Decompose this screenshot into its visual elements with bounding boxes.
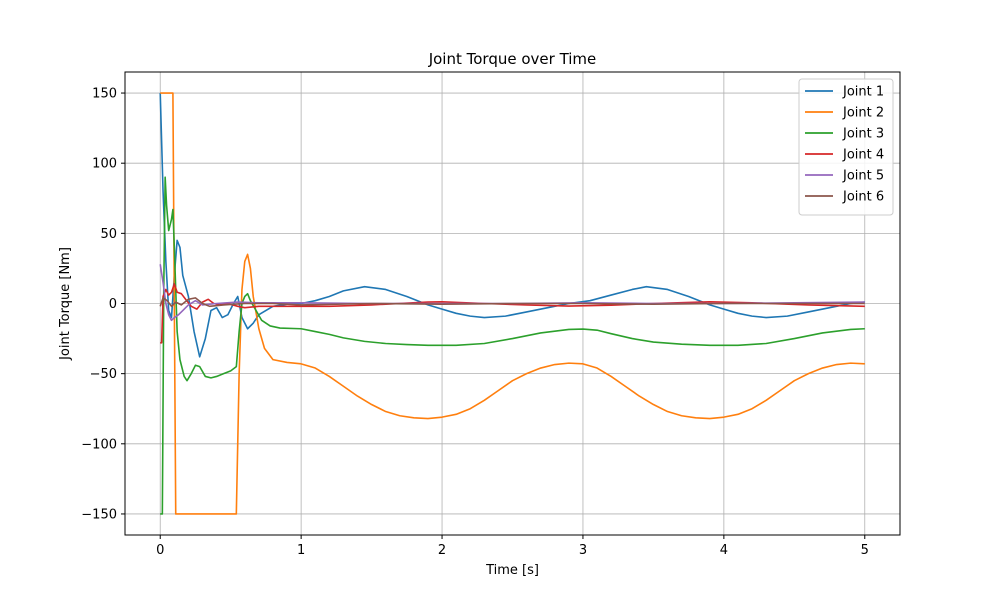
y-tick-label: −150 bbox=[81, 507, 117, 522]
legend-box bbox=[798, 78, 894, 216]
legend-label: Joint 2 bbox=[842, 106, 884, 121]
y-axis-label: Joint Torque [Nm] bbox=[58, 247, 73, 361]
x-tick-label: 3 bbox=[579, 543, 587, 558]
plot-lines bbox=[159, 92, 865, 515]
legend-label: Joint 3 bbox=[842, 127, 884, 142]
x-tick-label: 5 bbox=[861, 543, 869, 558]
x-tick-label: 0 bbox=[156, 543, 164, 558]
series-line-joint-1 bbox=[159, 93, 865, 358]
series-line-joint-2 bbox=[160, 92, 865, 515]
legend-label: Joint 4 bbox=[842, 148, 884, 163]
chart-title: Joint Torque over Time bbox=[428, 50, 597, 68]
series-line-joint-4 bbox=[160, 283, 865, 344]
x-tick-label: 1 bbox=[297, 543, 305, 558]
legend-label: Joint 6 bbox=[842, 190, 884, 205]
series-line-joint-5 bbox=[159, 264, 865, 322]
legend-label: Joint 1 bbox=[842, 85, 884, 100]
ticks: 0 1 2 3 4 5 −150 −100 −50 0 50 100 150 bbox=[81, 87, 869, 558]
x-tick-label: 4 bbox=[720, 543, 728, 558]
legend: Joint 1 Joint 2 Joint 3 Joint 4 Joint 5 Joint… bbox=[798, 78, 894, 216]
x-axis-label: Time [s] bbox=[485, 563, 539, 578]
y-tick-label: −50 bbox=[90, 367, 117, 382]
y-tick-label: 150 bbox=[92, 87, 117, 102]
series-line-joint-6 bbox=[159, 297, 865, 308]
y-tick-label: 0 bbox=[109, 297, 117, 312]
y-tick-label: 100 bbox=[92, 157, 117, 172]
x-tick-label: 2 bbox=[438, 543, 446, 558]
y-tick-label: 50 bbox=[100, 227, 117, 242]
y-tick-label: −100 bbox=[81, 437, 117, 452]
series-line-joint-3 bbox=[160, 176, 865, 515]
legend-label: Joint 5 bbox=[842, 169, 884, 184]
